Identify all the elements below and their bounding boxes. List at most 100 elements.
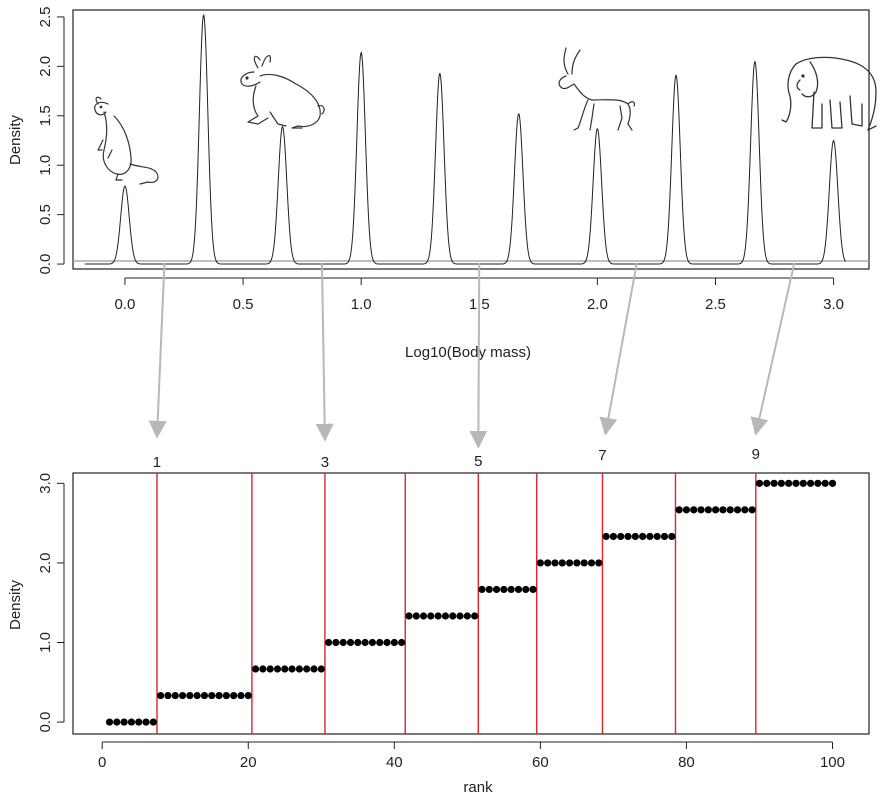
rank-point: [368, 638, 377, 647]
rank-point: [522, 585, 530, 594]
rank-point: [814, 479, 822, 487]
rank-point: [690, 506, 698, 514]
rank-point: [668, 532, 676, 541]
rank-point: [230, 691, 238, 700]
rank-y-tick-label: 0.0: [37, 712, 54, 733]
rank-point: [142, 718, 150, 726]
rank-point: [544, 559, 552, 567]
rank-point: [208, 691, 216, 700]
rank-point: [186, 691, 194, 700]
mapping-arrows: [148, 262, 796, 449]
density-y-tick-label: 1.5: [37, 105, 54, 126]
rank-point: [595, 559, 603, 567]
rank-point: [558, 559, 566, 567]
rank-point: [383, 638, 391, 647]
mapping-arrow: [469, 262, 488, 449]
rank-x-tick-label: 100: [820, 754, 845, 771]
rank-point: [266, 665, 274, 673]
rank-point: [273, 665, 282, 673]
rabbit-icon: [240, 55, 325, 129]
rank-point: [237, 691, 245, 700]
rank-point: [485, 585, 493, 594]
rank-point: [799, 479, 807, 487]
rank-x-tick-label: 0: [98, 754, 106, 771]
density-y-tick-label: 0.5: [37, 204, 54, 225]
rank-point: [682, 506, 691, 514]
rank-point: [792, 479, 800, 487]
rank-point: [617, 532, 625, 541]
rank-point: [719, 506, 727, 514]
rank-point: [376, 638, 384, 647]
rank-point: [449, 612, 457, 620]
rank-point: [624, 532, 632, 541]
rank-point: [215, 691, 223, 700]
rank-point: [704, 506, 712, 514]
rank-point: [712, 506, 720, 514]
rank-point: [741, 506, 749, 514]
rank-plot-frame: [72, 472, 870, 735]
rank-point: [806, 479, 815, 487]
rank-point: [478, 585, 486, 594]
rank-point: [733, 506, 742, 514]
rank-point: [507, 585, 515, 594]
rank-y-tick-label: 2.0: [37, 552, 54, 573]
elephant-icon: [781, 56, 877, 131]
rank-point: [573, 559, 581, 567]
rank-point: [288, 665, 296, 673]
rank-point: [821, 479, 829, 487]
mouse-icon: [94, 96, 159, 185]
rank-breaks: [156, 473, 757, 734]
density-plot-frame: [72, 9, 870, 270]
rank-point: [536, 559, 544, 567]
rank-point: [653, 532, 661, 541]
rank-point: [310, 665, 318, 673]
rank-point: [660, 532, 669, 541]
rank-point: [748, 506, 756, 514]
density-curve: [84, 13, 846, 265]
gazelle-icon: [558, 47, 636, 131]
break-label: 1: [153, 454, 161, 471]
rank-point: [434, 612, 442, 620]
rank-point: [361, 638, 369, 647]
rank-x-tick-label: 80: [678, 754, 695, 771]
density-y-tick-label: 1.0: [37, 155, 54, 176]
rank-point: [551, 559, 559, 567]
mapping-arrow: [599, 262, 638, 436]
rank-point: [200, 691, 209, 700]
rank-point: [324, 638, 333, 647]
rank-point: [770, 479, 778, 487]
rank-point: [178, 691, 187, 700]
rank-point: [646, 532, 654, 541]
rank-point: [244, 691, 252, 700]
rank-point: [317, 665, 325, 673]
density-y-tick-label: 2.0: [37, 56, 54, 77]
rank-point: [164, 691, 172, 700]
rank-point: [149, 718, 157, 726]
rank-y-tick-label: 3.0: [37, 473, 54, 494]
rank-point: [631, 532, 639, 541]
rank-point: [419, 612, 428, 620]
rank-point: [763, 479, 771, 487]
rank-point: [587, 559, 596, 567]
density-y-tick-label: 0.0: [37, 254, 54, 275]
rank-point: [346, 638, 355, 647]
density-y-tick-label: 2.5: [37, 6, 54, 27]
rank-point: [295, 665, 303, 673]
rank-point: [259, 665, 267, 673]
density-x-tick-label: 2.0: [587, 296, 608, 313]
rank-point: [755, 479, 764, 487]
rank-point: [675, 506, 683, 514]
density-x-tick-label: 0.5: [233, 296, 254, 313]
rank-break-labels: 1 3 5 7 9: [153, 446, 760, 471]
rank-point: [135, 718, 143, 726]
rank-point: [193, 691, 201, 700]
rank-points: [105, 479, 837, 726]
rank-point: [529, 585, 537, 594]
rank-point: [113, 718, 121, 726]
rank-point: [828, 479, 837, 487]
rank-point: [354, 638, 362, 647]
rank-point: [500, 585, 508, 594]
rank-point: [222, 691, 230, 700]
density-x-tick-label: 0.0: [115, 296, 136, 313]
break-label: 3: [321, 454, 329, 471]
